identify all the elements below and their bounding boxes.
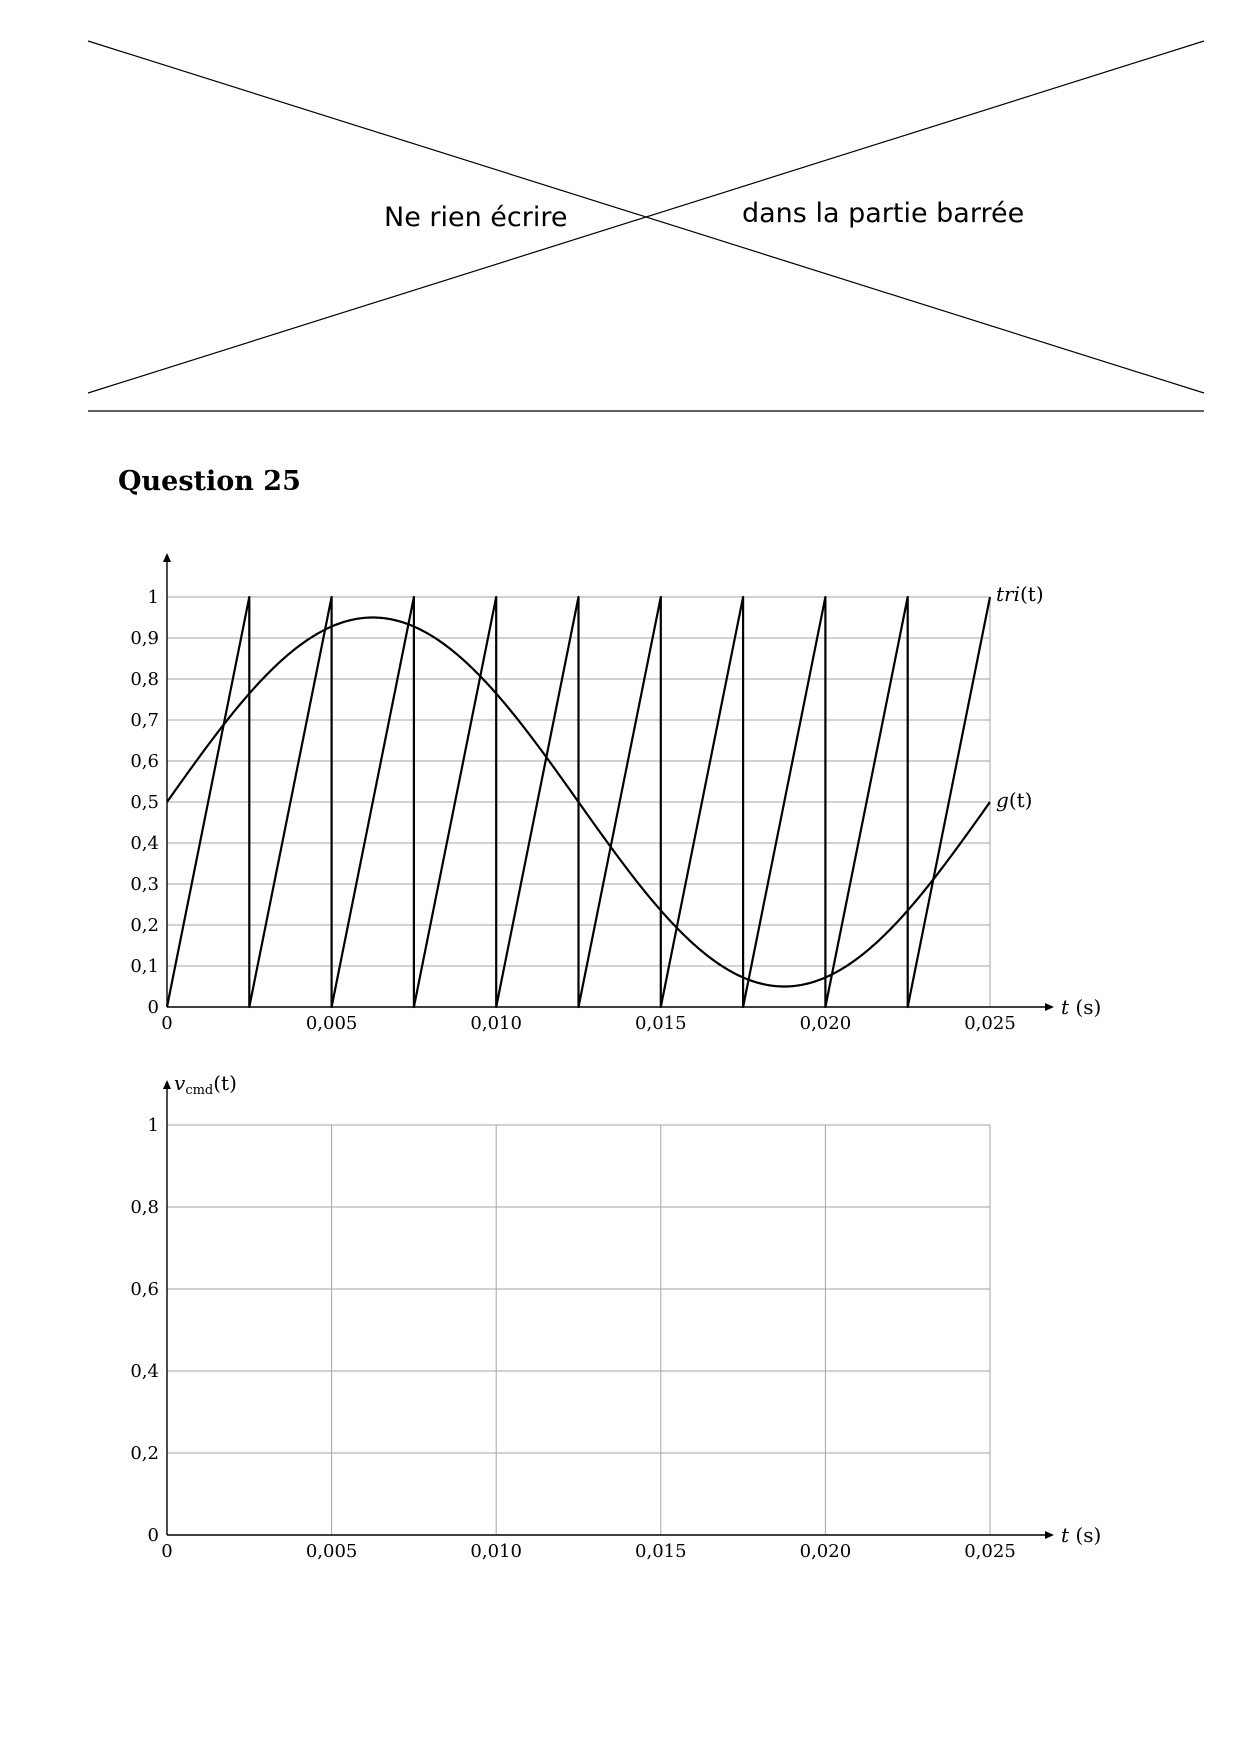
- y-tick-label: 0,4: [130, 833, 159, 854]
- x-tick-label: 0,005: [306, 1541, 358, 1562]
- y-tick-label: 1: [148, 1115, 159, 1136]
- bar-diagonal-2: [87, 40, 1205, 394]
- series-label-g: g(t): [996, 788, 1032, 812]
- y-tick-label: 0,7: [130, 710, 159, 731]
- y-tick-label: 0,6: [130, 751, 159, 772]
- y-tick-label: 0: [148, 997, 159, 1018]
- series-label-tri: tri(t): [996, 582, 1044, 606]
- y-tick-label: 0: [148, 1525, 159, 1546]
- chart1-axes: [163, 553, 1054, 1011]
- x-tick-label: 0: [161, 1541, 172, 1562]
- chart1-x-arrow-icon: [1045, 1003, 1054, 1011]
- chart1-x-tick-labels: 0 0,005 0,010 0,015 0,020 0,025: [161, 1013, 1015, 1034]
- barred-text-right: dans la partie barrée: [742, 198, 1024, 229]
- y-tick-label: 0,2: [130, 1443, 159, 1464]
- x-tick-label: 0,010: [470, 1013, 522, 1034]
- chart-tri-g: 0 0,1 0,2 0,3 0,4 0,5 0,6 0,7 0,8 0,9 1 0 0,005 0,01…: [130, 553, 1101, 1034]
- y-tick-label: 0,8: [130, 1197, 159, 1218]
- x-tick-label: 0: [161, 1013, 172, 1034]
- series-line-g: [166, 616, 991, 988]
- chart2-x-arrow-icon: [1045, 1531, 1054, 1539]
- chart2-y-arrow-icon: [163, 1080, 171, 1089]
- chart-vcmd: 0 0,2 0,4 0,6 0,8 1 0 0,005 0,010 0,015 0,020 0,02…: [130, 1071, 1101, 1562]
- question-title: Question 25: [118, 466, 301, 497]
- chart2-grid: [167, 1124, 991, 1535]
- x-tick-label: 0,020: [800, 1013, 852, 1034]
- chart2-x-axis-label: t (s): [1061, 1523, 1101, 1547]
- chart1-y-arrow-icon: [163, 553, 171, 562]
- y-tick-label: 1: [148, 587, 159, 608]
- y-tick-label: 0,3: [130, 874, 159, 895]
- y-tick-label: 0,5: [130, 792, 159, 813]
- x-tick-label: 0,015: [635, 1541, 687, 1562]
- chart2-y-axis-label: vcmd(t): [174, 1071, 237, 1098]
- x-tick-label: 0,025: [964, 1013, 1016, 1034]
- y-tick-label: 0,9: [130, 628, 159, 649]
- chart2-x-tick-labels: 0 0,005 0,010 0,015 0,020 0,025: [161, 1541, 1015, 1562]
- y-tick-label: 0,4: [130, 1361, 159, 1382]
- chart1-x-axis-label: t (s): [1061, 995, 1101, 1019]
- x-tick-label: 0,010: [470, 1541, 522, 1562]
- y-tick-label: 0,8: [130, 669, 159, 690]
- x-tick-label: 0,015: [635, 1013, 687, 1034]
- y-tick-label: 0,1: [130, 956, 159, 977]
- y-tick-label: 0,2: [130, 915, 159, 936]
- barred-area: Ne rien écrire dans la partie barrée: [87, 40, 1205, 412]
- x-tick-label: 0,025: [964, 1541, 1016, 1562]
- chart2-axes: [163, 1080, 1054, 1539]
- chart2-y-tick-labels: 0 0,2 0,4 0,6 0,8 1: [130, 1115, 159, 1546]
- chart1-curves: [165, 595, 992, 1009]
- barred-text-left: Ne rien écrire: [384, 202, 567, 233]
- x-tick-label: 0,020: [800, 1541, 852, 1562]
- x-tick-label: 0,005: [306, 1013, 358, 1034]
- chart1-y-tick-labels: 0 0,1 0,2 0,3 0,4 0,5 0,6 0,7 0,8 0,9 1: [130, 587, 159, 1018]
- y-tick-label: 0,6: [130, 1279, 159, 1300]
